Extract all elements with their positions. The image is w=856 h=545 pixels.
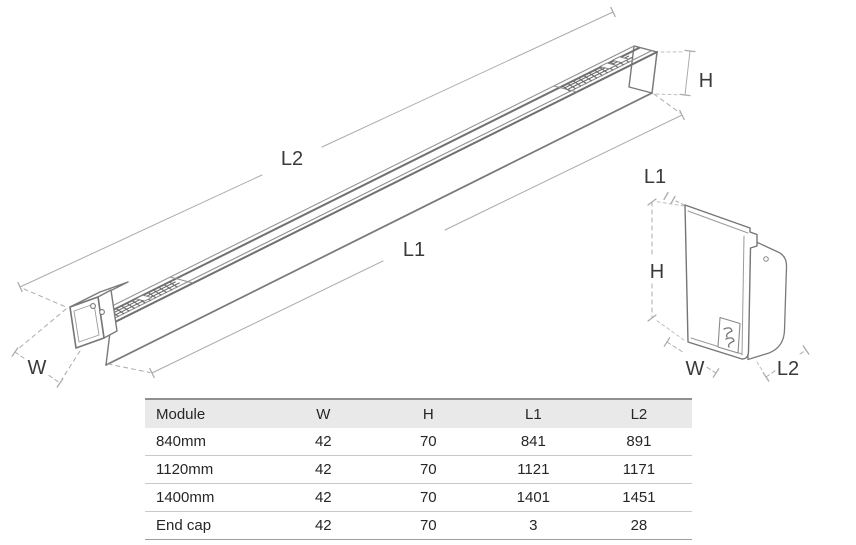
table-row: 1400mm 42 70 1401 1451: [145, 484, 692, 512]
module-cell: 1400mm: [145, 484, 271, 512]
l1-cell: 1401: [481, 484, 586, 512]
connector-end-face: [70, 297, 104, 348]
w-cell: 42: [271, 456, 376, 484]
endcap-label-sticker: [718, 318, 740, 354]
column-header-l2: L2: [586, 399, 692, 428]
l1-cell: 841: [481, 428, 586, 456]
table-row: End cap 42 70 3 28: [145, 512, 692, 540]
end-cap-drawing: L1 H W L2: [644, 166, 809, 381]
column-header-module: Module: [145, 399, 271, 428]
l1-cell: 3: [481, 512, 586, 540]
h-cell: 70: [376, 456, 481, 484]
table-row: 1120mm 42 70 1121 1171: [145, 456, 692, 484]
endcap-l1-label: L1: [644, 166, 666, 188]
h-cell: 70: [376, 484, 481, 512]
module-h-label: H: [699, 70, 713, 92]
l1-cell: 1121: [481, 456, 586, 484]
h-cell: 70: [376, 428, 481, 456]
module-l2-label: L2: [281, 148, 303, 170]
module-cell: 840mm: [145, 428, 271, 456]
endcap-h-label: H: [650, 261, 664, 283]
module-w-label: W: [28, 357, 47, 379]
l2-cell: 1171: [586, 456, 692, 484]
linear-module-drawing: L2 L1 H W: [12, 8, 713, 388]
endcap-l2-label: L2: [777, 358, 799, 380]
endcap-w-label: W: [686, 358, 705, 380]
l2-cell: 28: [586, 512, 692, 540]
l2-cell: 1451: [586, 484, 692, 512]
module-cell: 1120mm: [145, 456, 271, 484]
connector-screw: [91, 304, 96, 309]
h-cell: 70: [376, 512, 481, 540]
w-cell: 42: [271, 512, 376, 540]
w-cell: 42: [271, 428, 376, 456]
l2-cell: 891: [586, 428, 692, 456]
module-cell: End cap: [145, 512, 271, 540]
w-cell: 42: [271, 484, 376, 512]
dimension-spec-table: Module W H L1 L2 840mm 42 70 841 891 112…: [145, 398, 692, 540]
module-l1-label: L1: [403, 239, 425, 261]
column-header-h: H: [376, 399, 481, 428]
table-header-row: Module W H L1 L2: [145, 399, 692, 428]
column-header-w: W: [271, 399, 376, 428]
endcap-body: [748, 240, 787, 360]
table-row: 840mm 42 70 841 891: [145, 428, 692, 456]
column-header-l1: L1: [481, 399, 586, 428]
connector-screw: [100, 310, 105, 315]
